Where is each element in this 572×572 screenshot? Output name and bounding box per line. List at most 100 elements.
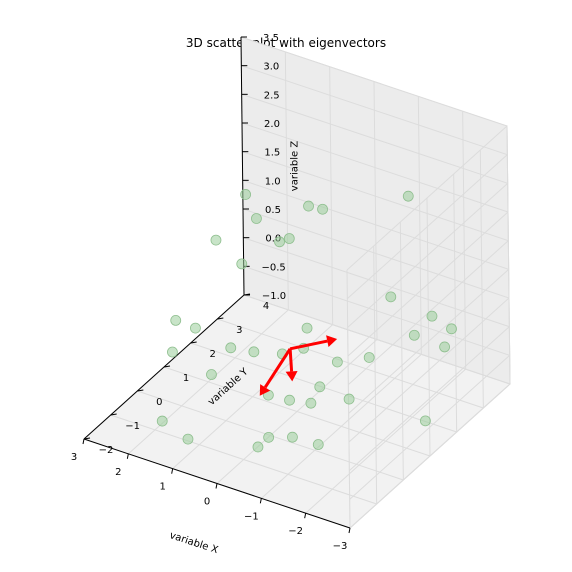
grid-line-z xyxy=(243,294,511,385)
data-point xyxy=(385,291,397,303)
data-point xyxy=(182,433,194,445)
data-point xyxy=(408,329,420,341)
x-tick xyxy=(215,483,218,489)
grid-line-y xyxy=(373,245,378,505)
grid-line-y xyxy=(217,318,484,409)
x-tick-label: −2 xyxy=(288,526,303,537)
grid-line-z xyxy=(346,154,508,300)
y-tick-label: 1 xyxy=(183,373,189,384)
grid-line-x xyxy=(373,81,378,340)
y-tick-label: 4 xyxy=(263,301,269,312)
data-point xyxy=(439,341,451,353)
grid-line-x xyxy=(417,96,422,355)
data-point xyxy=(170,314,182,326)
x-tick-label: 0 xyxy=(204,497,210,508)
data-point xyxy=(210,234,222,246)
data-point xyxy=(206,369,217,380)
grid-line-z xyxy=(347,182,509,328)
grid-line-z xyxy=(241,122,509,213)
grid-line-z xyxy=(240,36,508,127)
y-tick xyxy=(163,365,171,368)
grid-line-y xyxy=(506,125,511,385)
data-point xyxy=(190,322,201,334)
data-point xyxy=(363,352,375,363)
data-point xyxy=(317,203,328,215)
x-tick xyxy=(126,453,129,459)
x-tick-label: 1 xyxy=(159,482,165,493)
grid-line-z xyxy=(241,93,508,184)
data-point xyxy=(305,397,317,409)
grid-line-z xyxy=(349,354,511,500)
z-tick-label: −1.0 xyxy=(262,291,286,302)
y-tick-label: 2 xyxy=(209,349,215,360)
y-tick-label: 0 xyxy=(156,397,162,408)
z-tick-label: 2.0 xyxy=(264,119,280,130)
data-point xyxy=(314,381,326,393)
x-tick xyxy=(304,513,307,519)
chart-title: 3D scatter plot with eigenvectors xyxy=(185,36,387,50)
y-tick xyxy=(83,437,91,440)
data-point xyxy=(263,431,275,443)
z-tick-label: 0.5 xyxy=(265,205,281,216)
z-axis-line xyxy=(240,36,245,296)
data-point xyxy=(240,189,252,200)
data-point xyxy=(252,441,264,453)
z-tick-label: 0.0 xyxy=(265,234,281,245)
grid-line-z xyxy=(348,268,510,414)
grid-line-y xyxy=(453,173,458,433)
data-point xyxy=(446,323,457,335)
data-point xyxy=(167,346,178,358)
z-tick-label: −0.5 xyxy=(262,262,286,273)
data-point xyxy=(251,213,262,224)
grid-line-z xyxy=(243,265,510,356)
x-tick xyxy=(82,438,85,445)
grid-line-z xyxy=(348,326,510,472)
grid-line-z xyxy=(349,383,511,529)
grid-line-y xyxy=(479,149,484,409)
grid-line-y xyxy=(110,414,377,505)
x-tick xyxy=(348,527,351,534)
data-point xyxy=(274,236,285,248)
z-tick-label: 1.0 xyxy=(265,176,281,187)
x-axis-label: variable X xyxy=(168,530,219,556)
grid-line-y xyxy=(163,366,431,457)
z-tick-label: 3.0 xyxy=(263,62,279,73)
tick-marks: −3 −2 −1 0 1 2 3 −2 −1 0 1 2 3 4−1.0 −0.5 0.0 0.5 1.0 1.5 2… xyxy=(71,33,351,552)
x-tick xyxy=(259,498,262,504)
y-tick-label: 3 xyxy=(236,325,242,336)
data-point xyxy=(248,346,260,358)
eigenvector-shaft xyxy=(289,339,328,351)
x-tick-label: 3 xyxy=(71,452,77,463)
z-tick-label: 1.5 xyxy=(264,148,280,159)
eigenvector-arrowhead xyxy=(285,370,298,382)
data-point xyxy=(301,322,313,334)
grid-line-y xyxy=(426,197,431,457)
data-point xyxy=(331,356,343,368)
z-axis-label: variable Z xyxy=(290,141,301,192)
eigenvector-shaft xyxy=(288,348,294,372)
grid-line-z xyxy=(243,237,510,328)
x-tick xyxy=(171,468,174,474)
grid-line-x xyxy=(284,51,289,310)
data-point xyxy=(312,439,324,450)
data-point xyxy=(283,233,295,244)
data-point xyxy=(303,200,314,212)
y-tick xyxy=(110,413,117,416)
data-point xyxy=(236,258,248,270)
grid-line-x xyxy=(462,111,467,370)
axis-panes xyxy=(83,36,511,530)
grid-line-z xyxy=(242,179,509,270)
eigenvector-arrowhead xyxy=(259,384,271,396)
grid-line-z xyxy=(348,297,510,443)
grid-line-z xyxy=(346,125,508,271)
data-point xyxy=(284,394,295,406)
data-point xyxy=(419,415,431,427)
y-tick xyxy=(190,341,197,344)
data-point xyxy=(287,431,298,443)
grid-line-x xyxy=(329,66,334,325)
z-tick-label: 2.5 xyxy=(264,90,280,101)
data-point xyxy=(225,342,237,354)
data-point xyxy=(402,190,414,202)
